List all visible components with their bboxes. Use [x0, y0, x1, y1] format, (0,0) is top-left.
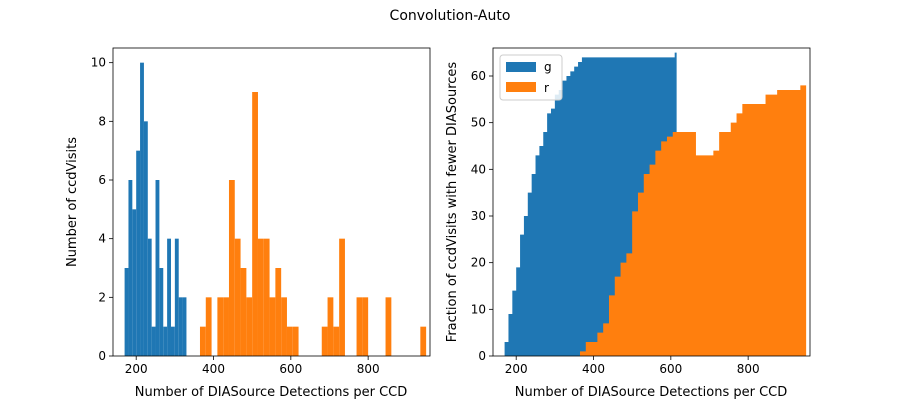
histogram-bar-r	[217, 297, 224, 356]
histogram-y-tick-label: 8	[98, 114, 106, 128]
histogram-y-ticks: 0 2 4 6 8 10	[91, 56, 113, 363]
histogram-bar-g	[182, 297, 187, 356]
histogram-bar-g	[155, 180, 160, 356]
histogram-bar-r	[263, 238, 270, 356]
histogram-bar-g	[132, 209, 137, 356]
histogram-bar-r	[240, 268, 247, 356]
histogram-bar-r	[275, 268, 282, 356]
figure-title: Convolution-Auto	[390, 8, 511, 24]
histogram-bar-r	[362, 297, 369, 356]
cumulative-y-tick-label: 0	[478, 349, 486, 363]
cumulative-y-tick-label: 40	[471, 162, 486, 176]
legend-swatch-g	[506, 62, 536, 72]
histogram-bar-g	[124, 268, 129, 356]
cumulative-x-tick-label: 600	[659, 362, 682, 376]
cumulative-x-tick-label: 400	[582, 362, 605, 376]
histogram-bar-g	[178, 297, 183, 356]
histogram-bar-r	[252, 92, 258, 356]
histogram-bar-g	[163, 326, 168, 356]
cumulative-areas	[504, 52, 807, 357]
histogram-x-tick-label: 400	[202, 362, 225, 376]
histogram-bar-r	[321, 326, 328, 356]
cumulative-x-label: Number of DIASource Detections per CCD	[515, 385, 788, 400]
histogram-panel: 200 400 600 800 0 2 4 6 8 10 Number of DIASource…	[65, 47, 431, 400]
histogram-bar-r	[286, 326, 293, 356]
histogram-bar-r	[269, 297, 276, 356]
histogram-x-ticks: 200 400 600 800	[125, 356, 380, 376]
cumulative-y-tick-label: 60	[471, 69, 486, 83]
histogram-bar-r	[292, 326, 299, 356]
histogram-bar-g	[136, 150, 141, 356]
cumulative-x-tick-label: 800	[737, 362, 760, 376]
histogram-axes-frame	[112, 47, 431, 357]
histogram-bar-r	[205, 297, 212, 356]
histogram-y-label: Number of ccdVisits	[65, 137, 80, 267]
cumulative-x-tick-label: 200	[505, 362, 528, 376]
legend-label-r: r	[544, 81, 549, 95]
histogram-bar-r	[223, 297, 229, 356]
histogram-bar-r	[234, 238, 241, 356]
histogram-bar-r	[356, 297, 363, 356]
histogram-bar-r	[199, 326, 206, 356]
legend: g r	[499, 54, 563, 101]
cumulative-area-r	[579, 85, 807, 356]
cumulative-x-ticks: 200 400 600 800	[505, 356, 760, 376]
cumulative-y-ticks: 0 10 20 30 40 50 60	[471, 69, 493, 363]
histogram-bar-g	[128, 180, 133, 356]
histogram-y-tick-label: 4	[98, 232, 106, 246]
histogram-x-tick-label: 800	[357, 362, 380, 376]
histogram-bar-r	[420, 326, 427, 356]
cumulative-axes-frame	[492, 47, 811, 357]
legend-swatch-r	[506, 82, 536, 92]
histogram-bar-g	[159, 268, 164, 356]
cumulative-y-tick-label: 30	[471, 209, 486, 223]
histogram-bar-g	[167, 238, 171, 356]
histogram-bar-g	[151, 326, 156, 356]
histogram-bar-r	[246, 297, 253, 356]
histogram-bar-r	[281, 297, 287, 356]
histogram-bar-g	[147, 238, 152, 356]
histogram-bar-r	[385, 297, 392, 356]
histogram-x-tick-label: 600	[279, 362, 302, 376]
histogram-y-tick-label: 0	[98, 349, 106, 363]
histogram-bar-r	[339, 238, 345, 356]
legend-label-g: g	[544, 60, 552, 74]
histogram-bar-g	[170, 326, 175, 356]
histogram-y-tick-label: 6	[98, 173, 106, 187]
histogram-bar-g	[140, 62, 144, 357]
cumulative-y-tick-label: 50	[471, 116, 486, 130]
histogram-x-label: Number of DIASource Detections per CCD	[135, 385, 408, 400]
histogram-y-tick-label: 10	[91, 56, 106, 70]
histogram-y-tick-label: 2	[98, 290, 106, 304]
histogram-bar-r	[327, 297, 334, 356]
cumulative-y-label: Fraction of ccdVisits with fewer DIASour…	[445, 62, 460, 343]
histogram-bar-r	[257, 238, 264, 356]
histogram-bar-g	[143, 121, 148, 356]
legend-box	[499, 54, 563, 101]
histogram-bars	[124, 62, 427, 357]
histogram-bar-g	[174, 238, 179, 356]
histogram-x-tick-label: 200	[125, 362, 148, 376]
histogram-bar-r	[228, 180, 235, 356]
histogram-bar-r	[333, 326, 340, 356]
cumulative-y-tick-label: 20	[471, 256, 486, 270]
cumulative-y-tick-label: 10	[471, 302, 486, 316]
cumulative-panel: 200 400 600 800 0 10 20 30 40 50 60 Number of DIA…	[445, 47, 811, 400]
